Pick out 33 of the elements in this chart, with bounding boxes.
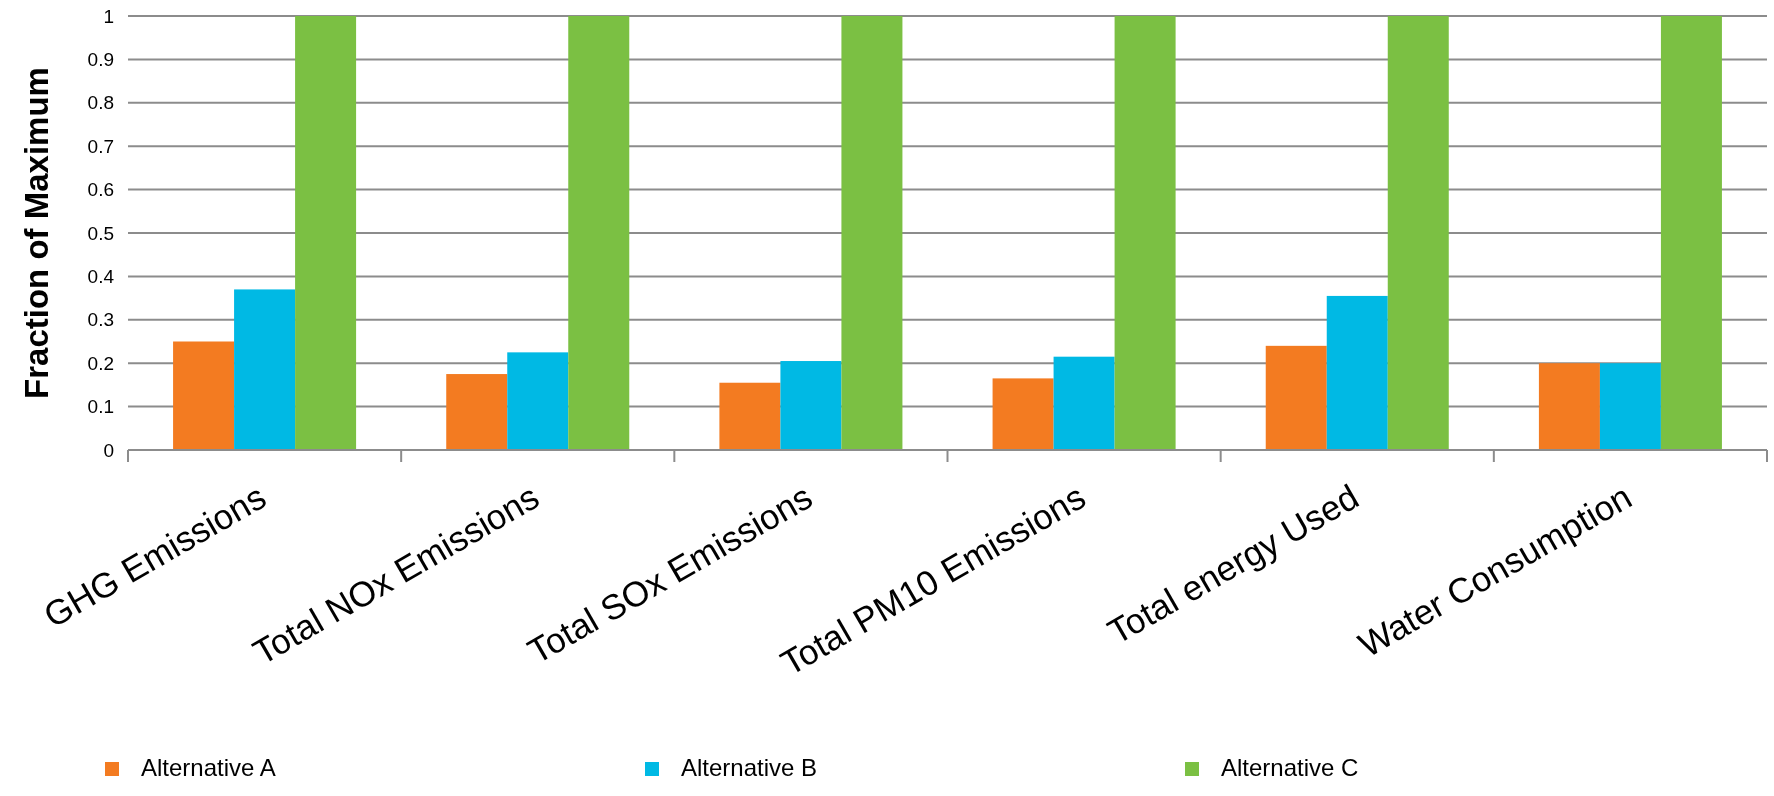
bar — [1387, 16, 1449, 450]
bar — [1265, 345, 1327, 450]
bar — [295, 16, 357, 450]
y-tick-label: 0.3 — [87, 309, 114, 331]
legend-label: Alternative B — [681, 754, 818, 781]
legend-label: Alternative C — [1221, 754, 1359, 781]
y-axis-title: Fraction of Maximum — [18, 67, 55, 399]
bar — [568, 16, 630, 450]
bar — [173, 341, 235, 450]
bar — [1599, 363, 1661, 450]
y-tick-label: 1 — [103, 5, 114, 27]
y-tick-label: 0.8 — [87, 92, 114, 114]
bar — [1114, 16, 1176, 450]
y-tick-label: 0.7 — [87, 135, 114, 157]
bar — [780, 361, 842, 450]
bar — [992, 378, 1054, 450]
bar — [1660, 16, 1722, 450]
y-tick-label: 0.6 — [87, 179, 114, 201]
bar — [1326, 295, 1388, 450]
bar — [1053, 356, 1115, 450]
y-tick-label: 0.2 — [87, 352, 114, 374]
bar — [719, 382, 781, 450]
bar — [446, 374, 508, 450]
bar — [234, 289, 296, 450]
y-tick-label: 0.4 — [87, 265, 115, 287]
y-tick-label: 0 — [103, 439, 114, 461]
y-tick-label: 0.1 — [87, 396, 114, 418]
legend-label: Alternative A — [141, 754, 276, 781]
bar — [1538, 363, 1600, 450]
y-tick-label: 0.5 — [87, 222, 114, 244]
bar — [841, 16, 903, 450]
y-tick-label: 0.9 — [87, 48, 114, 70]
bar — [507, 352, 569, 450]
